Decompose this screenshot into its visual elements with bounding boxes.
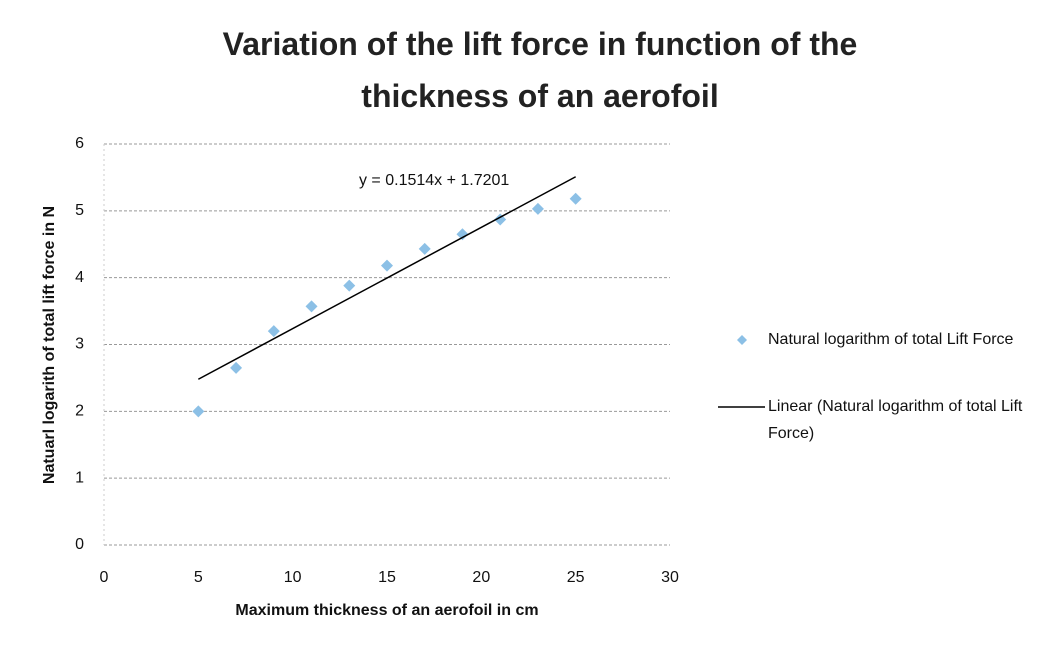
legend-label: Natural logarithm of total Lift Force xyxy=(768,331,1014,348)
y-tick-label: 1 xyxy=(75,469,84,486)
x-tick-label: 5 xyxy=(194,569,203,586)
y-axis-label: Natuarl logarith of total lift force in … xyxy=(41,206,58,484)
trendline xyxy=(197,176,577,380)
x-axis-label: Maximum thickness of an aerofoil in cm xyxy=(235,602,538,619)
marker xyxy=(569,192,582,205)
legend-label: Linear (Natural logarithm of total Lift … xyxy=(768,398,1023,442)
x-tick-label: 25 xyxy=(567,569,585,586)
marker xyxy=(381,259,393,272)
legend-marker xyxy=(737,335,747,345)
marker xyxy=(456,228,469,241)
x-tick-label: 0 xyxy=(100,569,109,586)
y-tick-label: 6 xyxy=(75,135,84,152)
marker xyxy=(531,202,544,215)
equation: y = 0.1514x + 1.7201 xyxy=(359,172,509,189)
x-tick-label: 20 xyxy=(472,569,490,586)
y-tick-label: 0 xyxy=(75,536,84,553)
y-tick-label: 4 xyxy=(75,269,84,286)
x-tick-label: 30 xyxy=(661,569,679,586)
marker xyxy=(343,279,356,292)
marker xyxy=(192,405,205,418)
marker xyxy=(230,361,243,374)
x-tick-label: 15 xyxy=(378,569,396,586)
y-tick-label: 2 xyxy=(75,403,84,420)
marker xyxy=(267,325,280,338)
marker xyxy=(418,242,431,255)
y-tick-label: 5 xyxy=(75,202,84,219)
x-tick-label: 10 xyxy=(284,569,302,586)
y-tick-label: 3 xyxy=(75,336,84,353)
marker xyxy=(494,213,507,226)
chart-title: Variation of the lift force in function … xyxy=(222,26,858,114)
marker xyxy=(305,300,318,313)
